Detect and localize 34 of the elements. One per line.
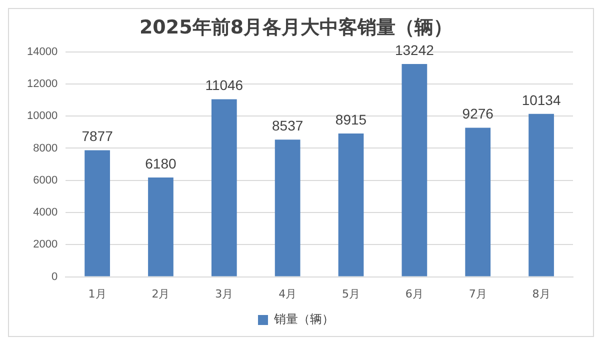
y-tick-label: 0 xyxy=(51,270,58,283)
data-label: 13242 xyxy=(394,42,434,58)
data-label: 6180 xyxy=(145,155,177,172)
y-tick-label: 14000 xyxy=(26,46,58,58)
bar xyxy=(465,128,491,276)
bar xyxy=(274,140,300,276)
y-tick-label: 6000 xyxy=(33,174,58,186)
x-tick-label: 5月 xyxy=(342,287,360,300)
x-tick-label: 3月 xyxy=(215,287,234,300)
bar xyxy=(84,150,110,276)
x-tick-label: 1月 xyxy=(88,287,106,300)
y-tick-label: 12000 xyxy=(26,78,58,90)
chart-title: 2025年前8月各月大中客销量（辆） xyxy=(139,16,453,38)
y-tick-label: 4000 xyxy=(33,206,58,219)
y-tick-label: 2000 xyxy=(33,238,58,251)
legend-label: 销量（辆） xyxy=(273,312,334,326)
bar xyxy=(148,177,174,276)
bar xyxy=(211,99,237,276)
x-tick-label: 2月 xyxy=(152,287,170,300)
x-tick-label: 8月 xyxy=(532,287,550,300)
bar xyxy=(402,64,428,276)
x-tick-label: 4月 xyxy=(278,287,297,300)
y-tick-label: 8000 xyxy=(33,142,58,154)
data-label: 8537 xyxy=(272,117,304,134)
data-label: 7877 xyxy=(82,128,114,144)
bar xyxy=(528,114,554,276)
data-label: 8915 xyxy=(335,111,367,128)
x-tick-label: 6月 xyxy=(405,287,424,300)
bar xyxy=(338,134,364,276)
data-label: 9276 xyxy=(462,106,494,122)
x-tick-label: 7月 xyxy=(468,287,487,300)
y-tick-label: 10000 xyxy=(26,110,58,122)
data-label: 11046 xyxy=(205,77,244,94)
data-label: 10134 xyxy=(522,92,561,108)
